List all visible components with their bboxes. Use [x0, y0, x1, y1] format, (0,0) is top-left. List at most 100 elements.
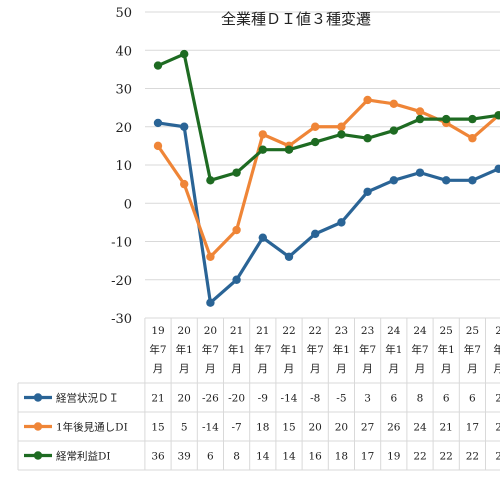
category-label-part: 年7 [464, 343, 481, 356]
category-label-part: 月 [205, 363, 216, 375]
data-point [311, 137, 320, 147]
table-cell: 5 [181, 422, 188, 434]
data-point [206, 252, 215, 261]
y-tick-label: 40 [115, 44, 132, 59]
y-tick-label: 30 [115, 83, 132, 98]
table-cell: -5 [336, 393, 346, 405]
series-line [157, 121, 500, 305]
table-cell: 15 [282, 422, 295, 434]
table-cell: 18 [335, 451, 348, 463]
category-label: 2 年月 [493, 325, 500, 375]
y-tick-label: -10 [111, 236, 132, 251]
series-line [156, 98, 500, 259]
category-label-part: 月 [362, 363, 373, 375]
table-cell: 24 [413, 422, 427, 434]
table-cell: 21 [440, 422, 453, 434]
data-point [180, 49, 189, 59]
table-cell: 6 [443, 393, 450, 405]
data-point [258, 130, 267, 139]
category-label-part: 月 [310, 363, 321, 375]
y-tick-label: -30 [111, 312, 132, 327]
data-point [153, 61, 163, 70]
data-point [153, 118, 163, 128]
category-label-part: 23 [361, 325, 374, 337]
y-tick-label: 10 [115, 159, 132, 174]
data-point [180, 122, 189, 131]
category-label: 19 年7 月 [149, 325, 166, 375]
y-tick-label: -20 [111, 274, 132, 289]
category-label-part: 月 [415, 363, 426, 375]
table-cell: 22 [413, 451, 426, 463]
category-label-part: 年1 [228, 343, 245, 356]
table-cell: -9 [258, 393, 268, 405]
data-point [258, 233, 267, 242]
data-point [442, 176, 451, 185]
category-label-part: 月 [258, 363, 269, 375]
category-label: 23 年7 月 [359, 325, 376, 375]
table-cell: 6 [469, 393, 476, 405]
table-cell: 8 [233, 451, 240, 463]
y-tick-label: 0 [124, 197, 132, 212]
category-label-part: 月 [284, 363, 295, 375]
data-point [494, 164, 500, 174]
category-label-part: 年7 [149, 343, 166, 356]
legend-entry: 1年後見通しDI [24, 421, 128, 434]
data-point [363, 187, 372, 196]
category-label-part: 19 [151, 325, 164, 337]
table-cell: 16 [309, 451, 323, 463]
category-label-part: 22 [309, 325, 322, 337]
legend-label: 経常利益DI [56, 450, 111, 463]
category-label: 24 年1 月 [385, 325, 402, 375]
data-point [468, 114, 477, 124]
data-point [153, 141, 163, 151]
legend-marker [33, 451, 43, 460]
data-point [389, 99, 398, 109]
table-cell: 6 [207, 451, 214, 463]
table-cell: -14 [281, 393, 298, 405]
table-cell: 14 [282, 451, 296, 463]
category-label-part: 20 [178, 325, 191, 337]
table-cell: 2 [495, 422, 500, 434]
data-point [415, 114, 425, 124]
category-label: 23 年1 月 [333, 325, 350, 375]
category-label: 25 年1 月 [438, 325, 455, 375]
category-label: 22 年7 月 [307, 325, 324, 375]
legend-entry: 経営状況ＤＩ [24, 392, 119, 405]
legend-entry: 経常利益DI [24, 450, 111, 463]
category-label-part: 2 [495, 325, 500, 337]
legend-marker [33, 393, 43, 402]
legend-marker [33, 422, 43, 431]
category-label-part: 月 [467, 363, 478, 375]
y-axis: 50 40 30 20 10 0 -10 -20 -30 [111, 6, 132, 327]
series-line [157, 52, 499, 182]
table-cell: 36 [151, 451, 165, 463]
category-label: 22 年1 月 [280, 325, 297, 375]
category-label-part: 23 [335, 325, 348, 337]
table-cell: -14 [202, 422, 219, 434]
data-point [232, 275, 241, 284]
series-1 [153, 118, 500, 307]
data-point [494, 111, 500, 120]
table-cell: 22 [440, 451, 453, 463]
table-cell: 15 [151, 422, 164, 434]
y-tick-label: 20 [115, 121, 132, 136]
category-label-part: 25 [466, 325, 479, 337]
category-label: 20 年1 月 [176, 325, 193, 375]
table-cell: 18 [256, 422, 269, 434]
category-label-part: 年7 [254, 343, 271, 356]
category-label-part: 年1 [280, 343, 297, 356]
table-cell: 26 [387, 422, 401, 434]
category-label-part: 年1 [176, 343, 193, 356]
category-label-part: 20 [204, 325, 217, 337]
category-label-part: 年7 [307, 343, 324, 356]
data-point [468, 134, 477, 143]
category-label-part: 月 [441, 363, 452, 375]
table-cell: 20 [309, 422, 322, 434]
data-point [232, 168, 241, 177]
grid-lines [145, 11, 500, 319]
data-point [415, 168, 425, 177]
data-point [311, 122, 320, 131]
data-point [284, 145, 294, 154]
y-tick-label: 50 [115, 6, 132, 21]
